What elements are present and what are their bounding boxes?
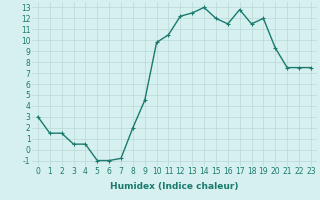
X-axis label: Humidex (Indice chaleur): Humidex (Indice chaleur) — [110, 182, 239, 191]
